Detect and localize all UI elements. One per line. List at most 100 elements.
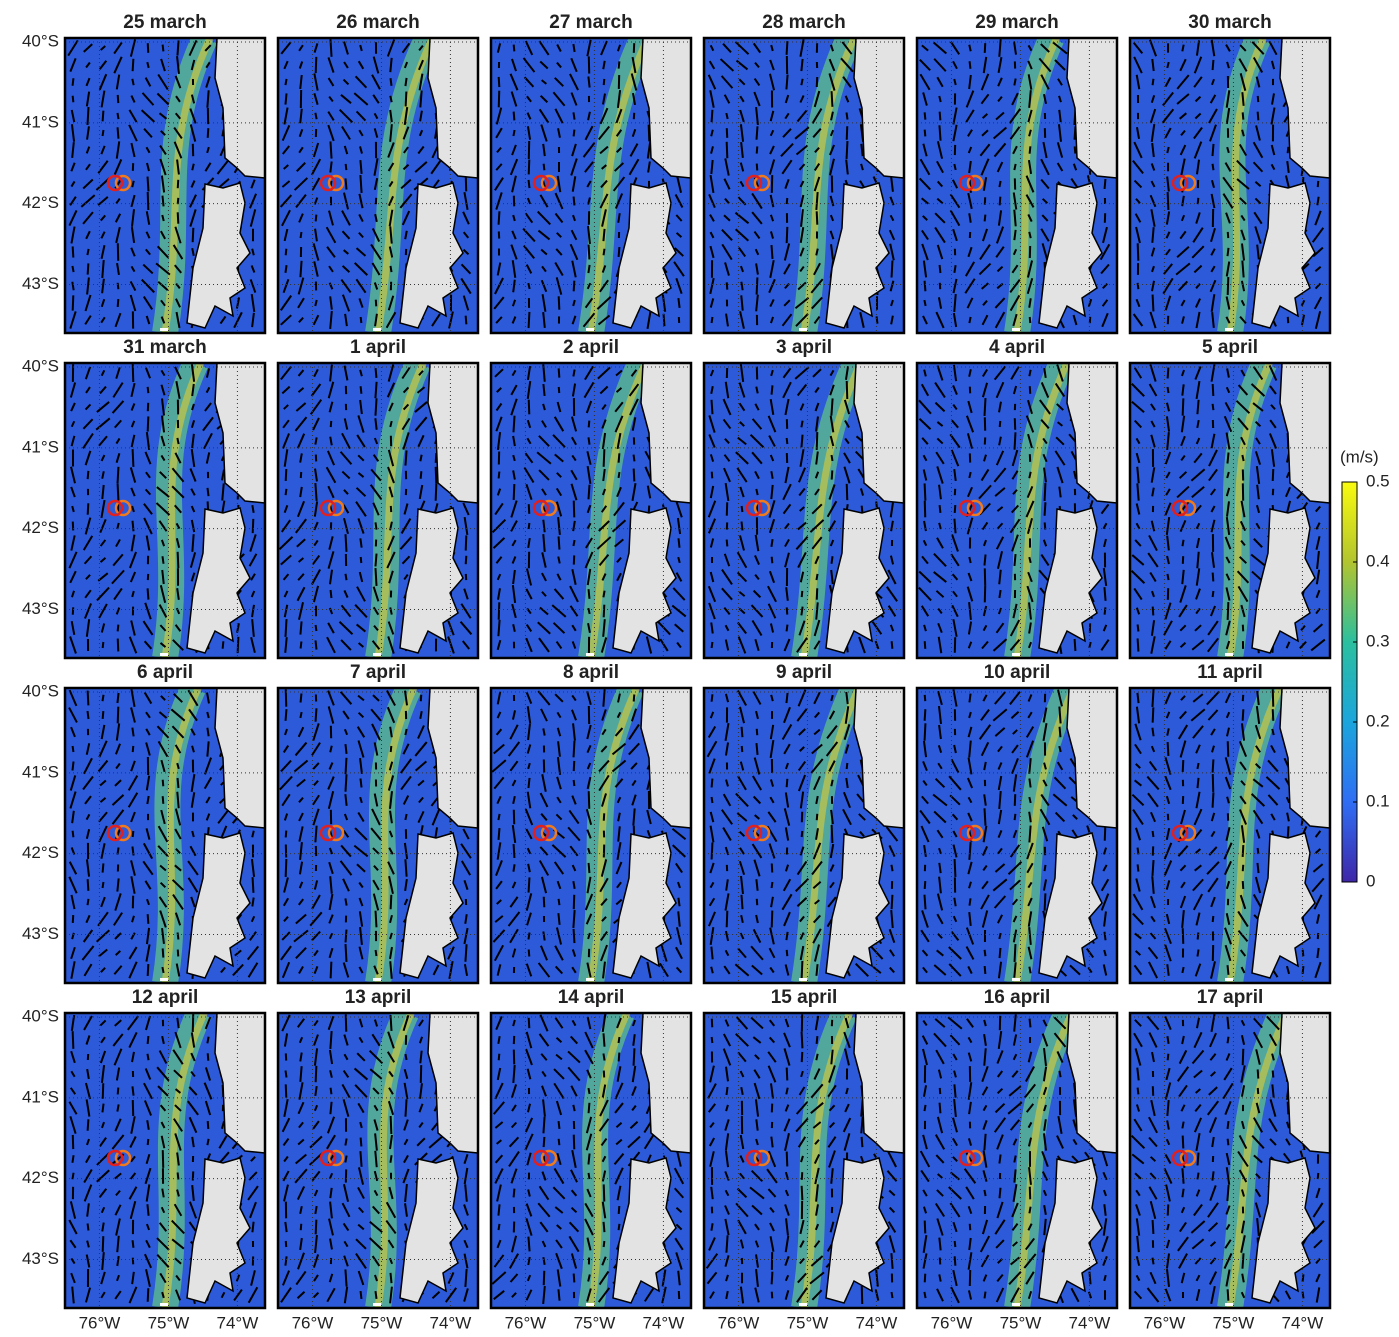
lat-tick-label: 40°S — [22, 357, 59, 376]
arrow — [588, 1088, 589, 1094]
panel-body — [704, 363, 904, 658]
arrow — [375, 398, 376, 415]
arrow — [102, 485, 103, 499]
arrow — [466, 556, 467, 564]
arrow — [1258, 112, 1259, 121]
arrow — [1228, 277, 1229, 295]
arrow — [1059, 487, 1060, 498]
arrow — [1243, 865, 1244, 871]
arrow — [1029, 967, 1030, 974]
arrow — [589, 1173, 590, 1179]
arrow — [1243, 709, 1244, 720]
arrow — [118, 467, 119, 483]
arrow — [1213, 591, 1214, 597]
arrow — [133, 449, 134, 467]
arrow — [316, 708, 317, 721]
arrow — [514, 45, 515, 52]
panel-body — [704, 38, 904, 333]
arrow — [787, 227, 788, 243]
arrow — [375, 554, 376, 567]
arrow — [771, 471, 772, 479]
arrow — [925, 130, 926, 137]
arrow — [345, 574, 346, 580]
arrow — [1152, 728, 1153, 736]
arrow — [1272, 729, 1273, 735]
arrow — [361, 317, 362, 323]
arrow — [405, 1099, 406, 1116]
arrow — [163, 948, 164, 957]
arrow — [1168, 368, 1169, 379]
arrow — [420, 91, 421, 108]
arrow — [892, 895, 893, 909]
arrow — [162, 1189, 163, 1198]
arrow — [999, 181, 1000, 187]
arrow — [1138, 283, 1139, 289]
arrow — [1167, 62, 1168, 68]
arrow — [148, 964, 149, 976]
arrow — [954, 265, 955, 273]
arrow — [331, 421, 332, 427]
panel-title: 28 march — [762, 12, 845, 33]
arrow — [574, 929, 575, 943]
arrow — [619, 1037, 620, 1043]
arrow — [1227, 965, 1228, 975]
arrow — [574, 761, 575, 771]
arrow — [712, 779, 713, 788]
arrow — [528, 778, 529, 788]
lon-tick-label: 75°W — [361, 1313, 403, 1332]
arrow — [117, 878, 118, 891]
arrow — [786, 693, 787, 703]
arrow — [756, 489, 757, 495]
arrow — [286, 489, 287, 495]
arrow — [757, 164, 758, 171]
arrow — [969, 842, 970, 860]
arrow — [529, 949, 530, 956]
arrow — [1198, 933, 1199, 940]
arrow — [118, 639, 119, 652]
arrow — [634, 1048, 635, 1065]
arrow — [604, 605, 605, 618]
arrow — [1029, 370, 1030, 376]
arrow — [847, 112, 848, 119]
arrow — [529, 312, 530, 328]
arrow — [559, 1139, 560, 1145]
arrow — [969, 694, 970, 703]
map-panel — [704, 688, 904, 983]
arrow — [132, 1086, 133, 1095]
arrow — [285, 265, 286, 273]
arrow — [118, 283, 119, 289]
arrow — [360, 175, 361, 193]
arrow — [757, 146, 758, 153]
arrow — [891, 865, 892, 871]
panel-title: 9 april — [776, 662, 832, 683]
scale-mark — [160, 978, 168, 981]
scale-mark — [160, 328, 168, 331]
arrow — [1014, 210, 1015, 227]
arrow — [847, 126, 848, 139]
arrow — [148, 1288, 149, 1301]
arrow — [832, 825, 833, 843]
arrow — [925, 695, 926, 701]
panel-body — [1130, 38, 1330, 333]
arrow — [207, 741, 208, 756]
scale-mark — [586, 653, 594, 656]
arrow — [118, 707, 119, 724]
arrow — [925, 483, 926, 500]
arrow — [892, 641, 893, 648]
arrow — [285, 1222, 286, 1232]
arrow — [787, 438, 788, 444]
arrow — [72, 266, 73, 272]
arrow — [177, 40, 178, 55]
arrow — [148, 1036, 149, 1044]
arrow — [1015, 814, 1016, 820]
arrow — [1273, 469, 1274, 481]
arrow — [924, 895, 925, 910]
panel-title: 29 march — [975, 12, 1058, 33]
arrow — [955, 505, 956, 513]
arrow — [499, 1054, 500, 1060]
panel-body — [65, 1013, 265, 1308]
arrow — [1197, 552, 1198, 568]
arrow — [286, 469, 287, 481]
arrow — [193, 228, 194, 242]
arrow — [345, 898, 346, 905]
